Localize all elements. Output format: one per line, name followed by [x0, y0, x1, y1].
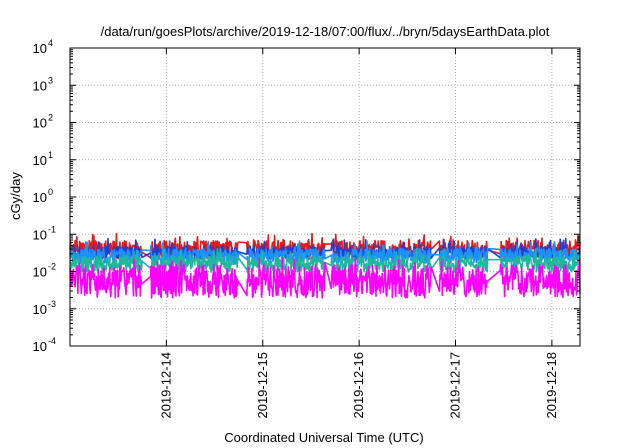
- y-tick-label-exp: 3: [48, 75, 53, 85]
- y-tick-label-base: 10: [33, 153, 47, 168]
- y-tick-label: 10 -1: [33, 224, 56, 242]
- y-tick-label-exp: -1: [48, 224, 56, 234]
- series-line: [69, 247, 581, 273]
- y-tick-label-base: 10: [33, 78, 47, 93]
- y-tick-label-base: 10: [33, 190, 47, 205]
- y-axis-label: cGy/day: [8, 172, 23, 220]
- x-tick-label: 2019-12-14: [158, 352, 173, 419]
- y-tick-label: 10 4: [33, 38, 53, 56]
- y-tick-label: 10 0: [33, 187, 53, 205]
- y-tick-label-exp: 1: [48, 150, 53, 160]
- x-tick-label: 2019-12-15: [255, 352, 270, 419]
- y-tick-label-exp: 0: [48, 187, 53, 197]
- chart-title: /data/run/goesPlots/archive/2019-12-18/0…: [101, 24, 550, 39]
- x-ticks: 2019-12-14 2019-12-15 2019-12-16 2019-12-17…: [158, 48, 559, 419]
- series-line: [69, 257, 581, 299]
- y-tick-label: 10 2: [33, 113, 53, 131]
- y-tick-label: 10 -2: [33, 262, 56, 280]
- y-tick-label: 10 -3: [33, 299, 56, 317]
- x-axis-label: Coordinated Universal Time (UTC): [224, 430, 423, 445]
- y-tick-label-base: 10: [33, 116, 47, 131]
- series-layer: [69, 232, 581, 299]
- y-tick-label-exp: 2: [48, 113, 53, 123]
- y-tick-label-exp: -4: [48, 336, 56, 346]
- y-tick-label-base: 10: [33, 227, 47, 242]
- y-tick-label-base: 10: [33, 41, 47, 56]
- y-tick-label-exp: 4: [48, 38, 53, 48]
- y-tick-label-exp: -3: [48, 299, 56, 309]
- x-tick-label: 2019-12-16: [351, 352, 366, 419]
- y-tick-label: 10 3: [33, 75, 53, 93]
- grid-lines: [70, 48, 580, 346]
- y-tick-label-exp: -2: [48, 262, 56, 272]
- y-tick-label-base: 10: [33, 339, 47, 354]
- y-tick-label: 10 1: [33, 150, 53, 168]
- y-tick-label-base: 10: [33, 265, 47, 280]
- x-tick-label: 2019-12-17: [448, 352, 463, 419]
- y-tick-label-base: 10: [33, 302, 47, 317]
- x-tick-label: 2019-12-18: [544, 352, 559, 419]
- y-tick-label: 10 -4: [33, 336, 56, 354]
